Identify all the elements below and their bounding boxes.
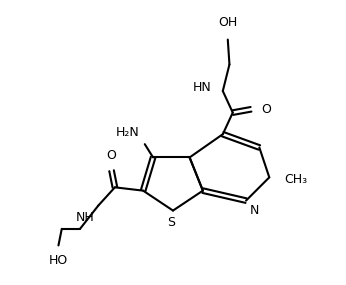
Text: O: O bbox=[107, 149, 117, 162]
Text: S: S bbox=[167, 215, 175, 229]
Text: NH: NH bbox=[76, 211, 95, 223]
Text: H₂N: H₂N bbox=[116, 126, 140, 139]
Text: OH: OH bbox=[218, 16, 237, 29]
Text: CH₃: CH₃ bbox=[284, 172, 307, 186]
Text: N: N bbox=[249, 204, 259, 217]
Text: O: O bbox=[261, 103, 271, 116]
Text: HO: HO bbox=[49, 254, 68, 267]
Text: HN: HN bbox=[192, 81, 211, 94]
